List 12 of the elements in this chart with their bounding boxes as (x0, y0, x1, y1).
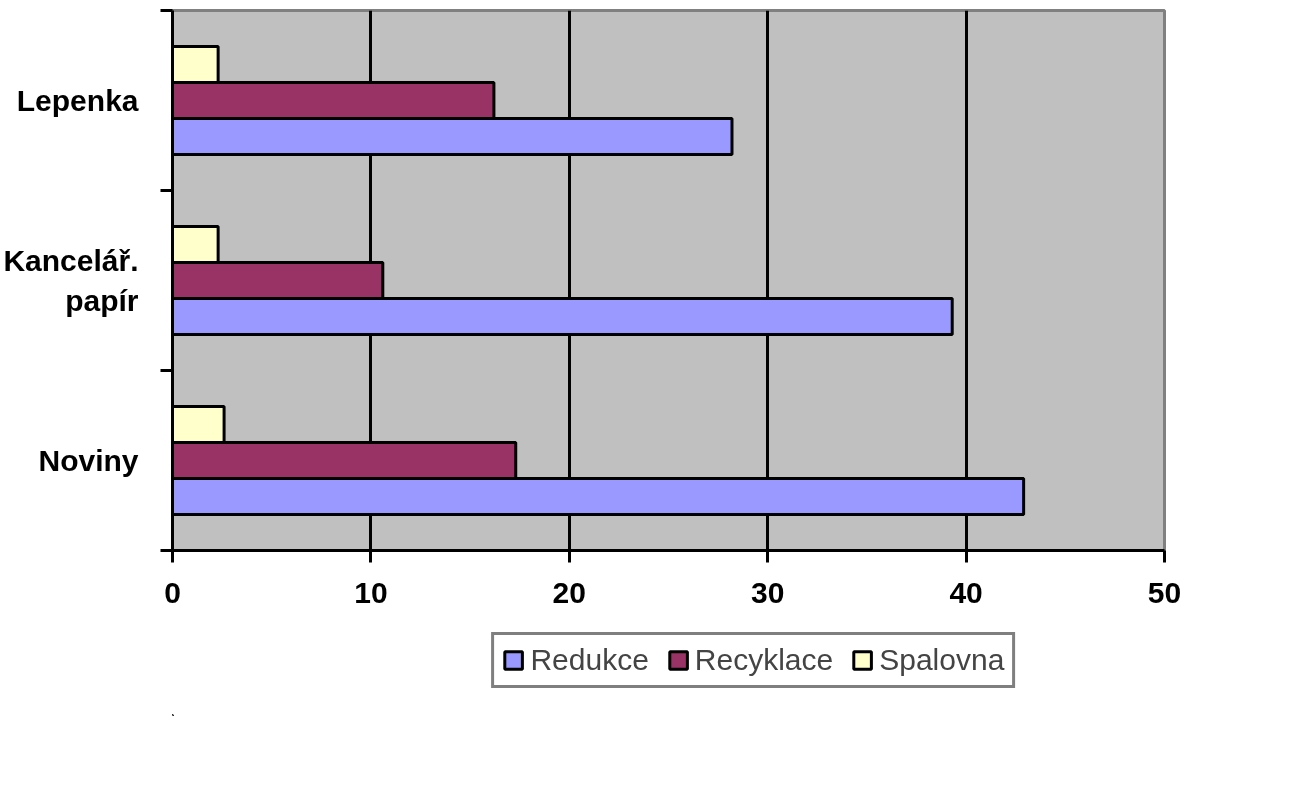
x-tick-label: 50 (1147, 575, 1182, 609)
y-tick-label: Kancelář. papír (3, 244, 139, 317)
x-tick-label: 20 (552, 575, 586, 609)
x-tick-label: 30 (751, 575, 785, 609)
x-tick-label: 0 (164, 575, 181, 609)
x-tick-label: 10 (354, 575, 388, 609)
y-tick-label: Lepenka (16, 84, 139, 117)
x-tick-label: 40 (949, 575, 983, 609)
legend-label: Redukce (530, 643, 649, 677)
legend-label: Recyklace (694, 643, 834, 677)
legend-label: Spalovna (879, 643, 1005, 677)
y-tick-label: Noviny (38, 444, 139, 477)
